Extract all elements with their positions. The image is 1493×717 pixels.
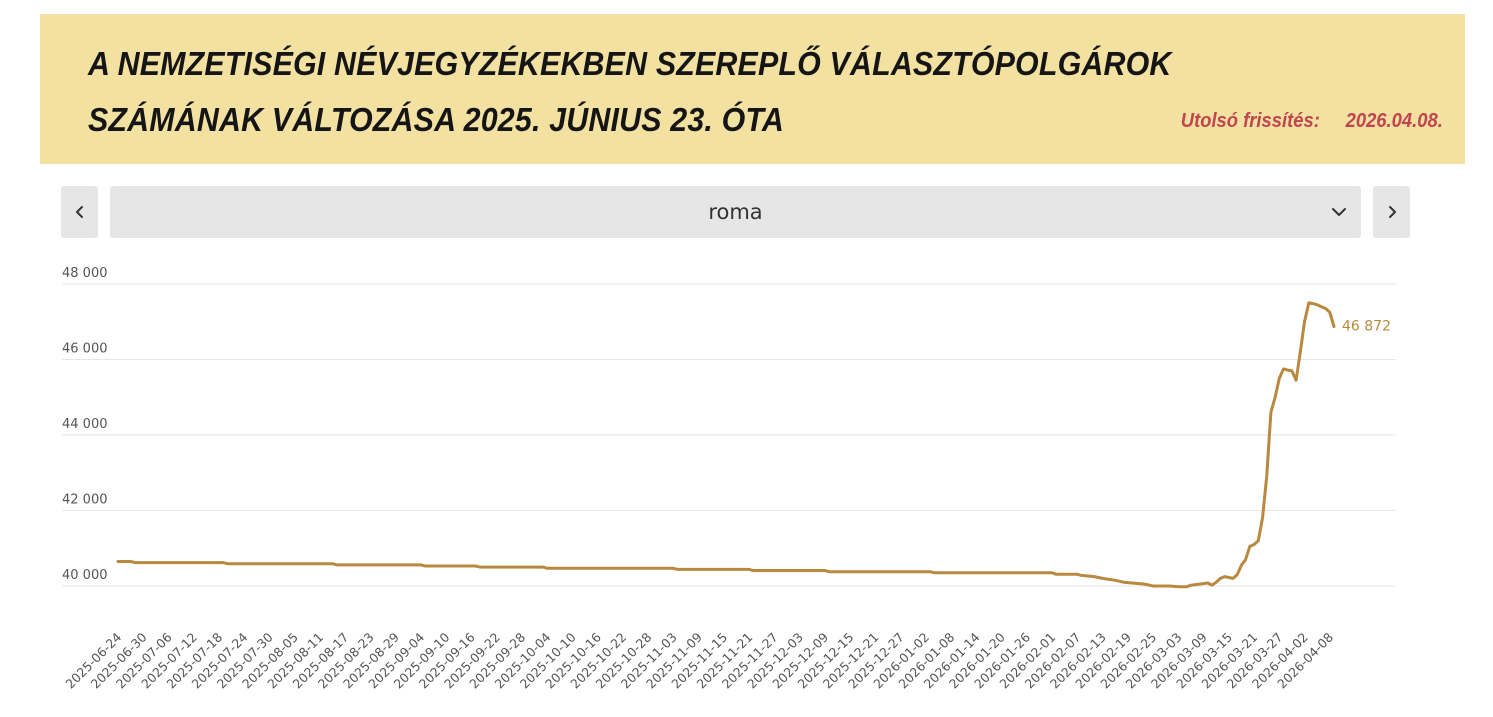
chevron-right-icon (1388, 206, 1396, 218)
page-title-line-2: SZÁMÁNAK VÁLTOZÁSA 2025. JÚNIUS 23. ÓTA (88, 101, 785, 138)
nationality-select-value: roma (708, 200, 763, 224)
last-updated-label: Utolsó frissítés: (1180, 110, 1321, 132)
last-updated: Utolsó frissítés: 2026.04.08. (1181, 110, 1443, 133)
nationality-select[interactable]: roma (110, 186, 1361, 238)
last-updated-date: 2026.04.08. (1345, 110, 1443, 132)
y-tick-label: 48 000 (62, 266, 108, 281)
y-tick-label: 44 000 (62, 417, 108, 432)
chevron-left-icon (75, 206, 83, 218)
line-chart: 40 000 42 000 44 000 46 000 48 000 2025-06-2… (62, 266, 1396, 691)
page-title: A NEMZETISÉGI NÉVJEGYZÉKEKBEN SZEREPLŐ V… (88, 36, 1172, 148)
next-button[interactable] (1373, 186, 1410, 238)
previous-button[interactable] (61, 186, 98, 238)
chart-grid (62, 283, 1396, 587)
end-value-label: 46 872 (1342, 319, 1391, 335)
y-tick-label: 42 000 (62, 493, 108, 508)
page-title-line-1: A NEMZETISÉGI NÉVJEGYZÉKEKBEN SZEREPLŐ V… (88, 45, 1172, 82)
series-line-roma (116, 301, 1336, 589)
chevron-down-icon (1332, 208, 1346, 216)
y-tick-label: 40 000 (62, 568, 108, 583)
x-axis-ticks: 2025-06-242025-06-302025-07-062025-07-12… (62, 629, 1336, 691)
y-tick-label: 46 000 (62, 342, 108, 357)
y-axis-ticks: 40 000 42 000 44 000 46 000 48 000 (62, 266, 108, 583)
header-banner: A NEMZETISÉGI NÉVJEGYZÉKEKBEN SZEREPLŐ V… (40, 14, 1465, 164)
